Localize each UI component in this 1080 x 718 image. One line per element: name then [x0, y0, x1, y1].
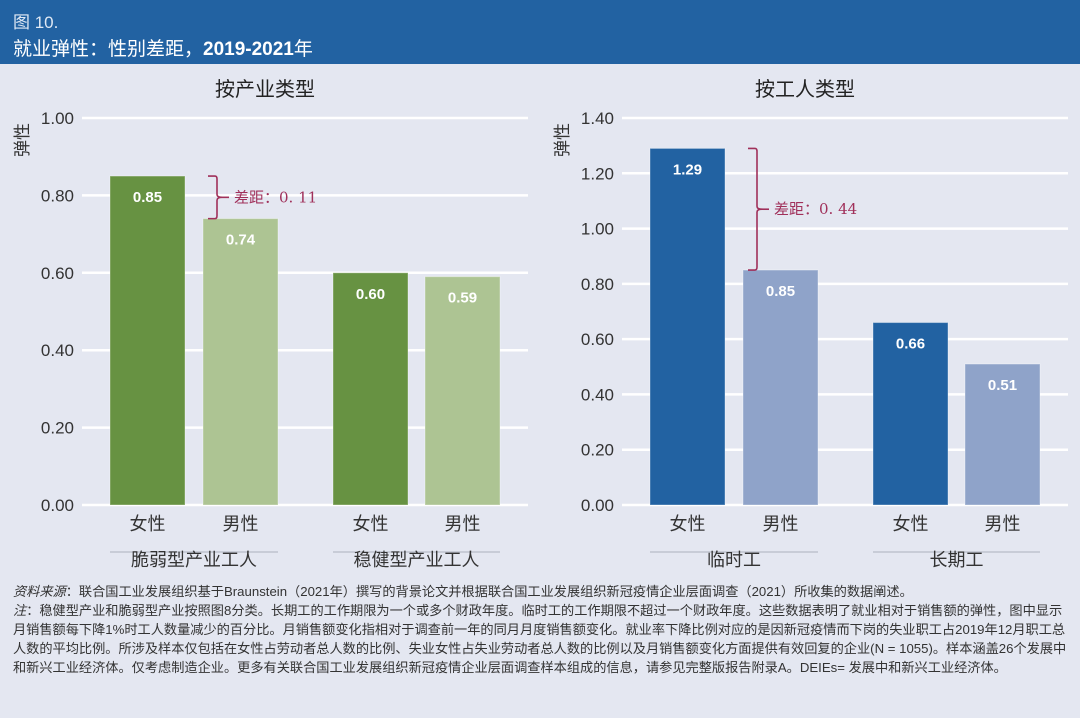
bar-female: [649, 147, 726, 506]
x-group-label: 临时工: [707, 550, 761, 571]
bar-value-label: 0.66: [896, 336, 925, 353]
note-lead: 注: [13, 603, 27, 618]
x-group-label: 长期工: [930, 550, 984, 571]
figure-header: 图 10. 就业弹性：性别差距，2019-2021年: [0, 0, 1080, 64]
gap-bracket: [208, 175, 223, 220]
bar-value-label: 0.59: [448, 290, 477, 307]
chart-title: 按工人类型: [755, 78, 855, 101]
y-tick-label: 0.20: [41, 419, 74, 438]
y-axis-label: 弹性: [13, 123, 32, 157]
y-tick-label: 1.40: [581, 109, 614, 128]
bar-male: [424, 276, 501, 506]
x-category-label: 男性: [223, 514, 259, 535]
general-note: 注：稳健型产业和脆弱型产业按照图8分类。长期工的工作期限为一个或多个财政年度。临…: [13, 601, 1068, 677]
x-group-label: 稳健型产业工人: [354, 550, 480, 571]
bar-female: [109, 175, 186, 506]
y-tick-label: 1.00: [41, 109, 74, 128]
title-years: 2019-2021: [203, 39, 294, 60]
figure-number: 图 10.: [13, 13, 59, 32]
figure-title: 就业弹性：性别差距，2019-2021年: [13, 34, 313, 61]
y-tick-label: 0.80: [581, 275, 614, 294]
gap-annotation-label: 差距：0. 11: [234, 188, 317, 206]
x-category-label: 女性: [130, 514, 166, 535]
x-category-label: 男性: [985, 514, 1021, 535]
x-category-label: 男性: [763, 514, 799, 535]
bar-value-label: 0.85: [133, 189, 162, 206]
source-text: ：联合国工业发展组织基于Braunstein（2021年）撰写的背景论文并根据联…: [65, 584, 913, 599]
y-tick-label: 0.40: [581, 385, 614, 404]
y-tick-label: 1.00: [581, 220, 614, 239]
bar-male: [742, 269, 819, 506]
bar-value-label: 0.74: [226, 232, 256, 249]
title-prefix: 就业弹性：性别差距，: [13, 39, 204, 60]
bar-male: [202, 218, 279, 506]
title-suffix: 年: [293, 39, 313, 60]
gap-annotation-label: 差距：0. 44: [774, 200, 857, 218]
bar-male: [964, 363, 1041, 506]
bar-value-label: 0.85: [766, 283, 795, 300]
x-category-label: 女性: [670, 514, 706, 535]
x-category-label: 女性: [893, 514, 929, 535]
bar-female: [332, 272, 409, 506]
y-tick-label: 0.60: [41, 264, 74, 283]
y-tick-label: 0.60: [581, 330, 614, 349]
chart-title: 按产业类型: [215, 78, 315, 101]
figure-notes: 资料来源：联合国工业发展组织基于Braunstein（2021年）撰写的背景论文…: [13, 582, 1068, 677]
x-group-label: 脆弱型产业工人: [131, 550, 257, 571]
note-text: ：稳健型产业和脆弱型产业按照图8分类。长期工的工作期限为一个或多个财政年度。临时…: [13, 603, 1067, 675]
y-tick-label: 0.20: [581, 441, 614, 460]
y-tick-label: 0.00: [41, 496, 74, 515]
bar-value-label: 0.51: [988, 377, 1017, 394]
gap-bracket: [748, 147, 763, 271]
y-tick-label: 0.40: [41, 341, 74, 360]
y-tick-label: 0.00: [581, 496, 614, 515]
x-category-label: 女性: [353, 514, 389, 535]
x-category-label: 男性: [445, 514, 481, 535]
y-axis-label: 弹性: [553, 123, 572, 157]
bar-value-label: 1.29: [673, 161, 702, 178]
bar-female: [872, 322, 949, 506]
y-tick-label: 0.80: [41, 186, 74, 205]
source-note: 资料来源：联合国工业发展组织基于Braunstein（2021年）撰写的背景论文…: [13, 582, 1068, 601]
y-tick-label: 1.20: [581, 164, 614, 183]
bar-value-label: 0.60: [356, 286, 385, 303]
source-lead: 资料来源: [13, 584, 66, 599]
